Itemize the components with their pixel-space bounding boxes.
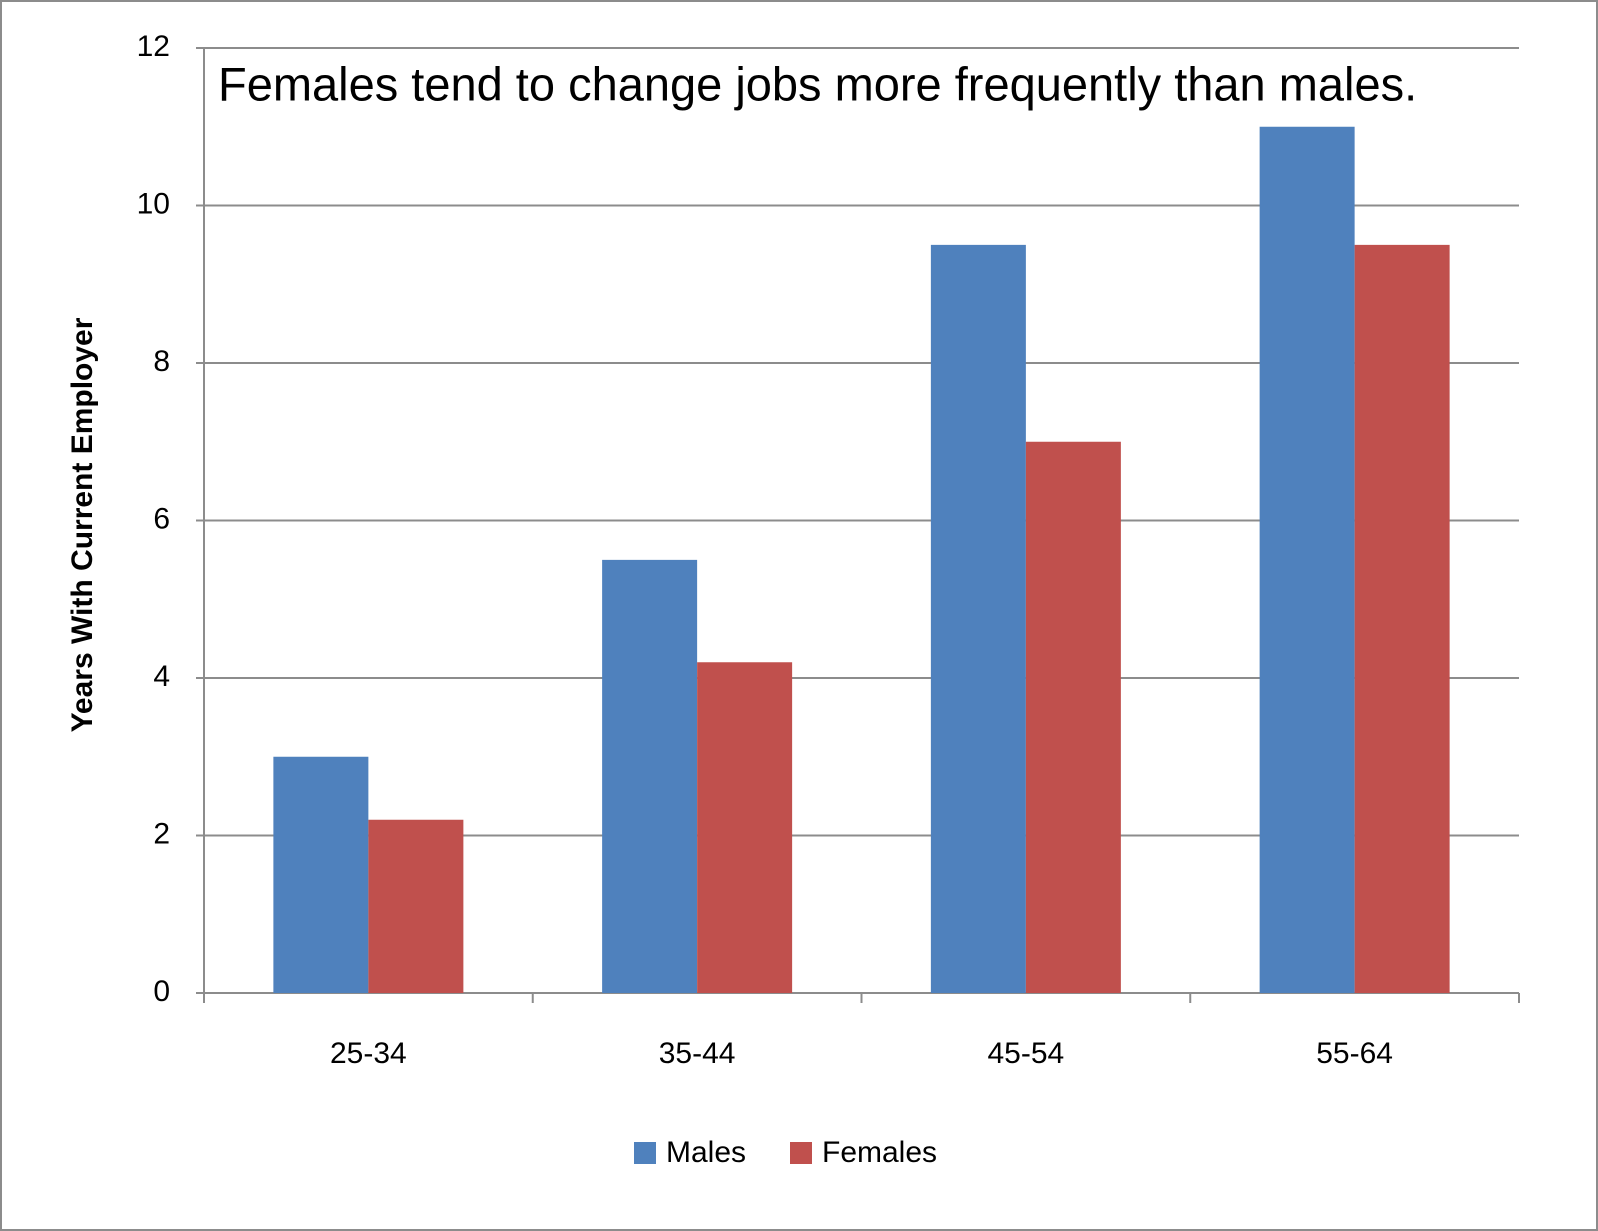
x-tick-label: 55-64 (1316, 1037, 1393, 1070)
y-tick-label: 10 (137, 187, 170, 220)
bar (368, 819, 464, 993)
bar (930, 244, 1026, 993)
bar (1259, 126, 1355, 993)
y-tick-label: 4 (153, 660, 170, 693)
legend-label: Females (822, 1136, 937, 1169)
x-tick-label: 25-34 (330, 1037, 407, 1070)
y-tick-label: 2 (153, 817, 170, 850)
legend-label: Males (666, 1136, 746, 1169)
y-axis-label: Years With Current Employer (66, 317, 99, 732)
y-tick-label: 0 (153, 975, 170, 1008)
bar (273, 756, 369, 993)
legend-swatch (790, 1142, 812, 1164)
x-tick-label: 45-54 (988, 1037, 1065, 1070)
bar (697, 662, 793, 993)
y-tick-label: 6 (153, 502, 170, 535)
legend-swatch (634, 1142, 656, 1164)
y-tick-label: 12 (137, 30, 170, 63)
x-tick-label: 35-44 (659, 1037, 736, 1070)
bar (602, 559, 698, 993)
chart-title: Females tend to change jobs more frequen… (218, 57, 1417, 110)
bar (1354, 244, 1450, 993)
bar (1025, 441, 1121, 993)
y-tick-label: 8 (153, 345, 170, 378)
